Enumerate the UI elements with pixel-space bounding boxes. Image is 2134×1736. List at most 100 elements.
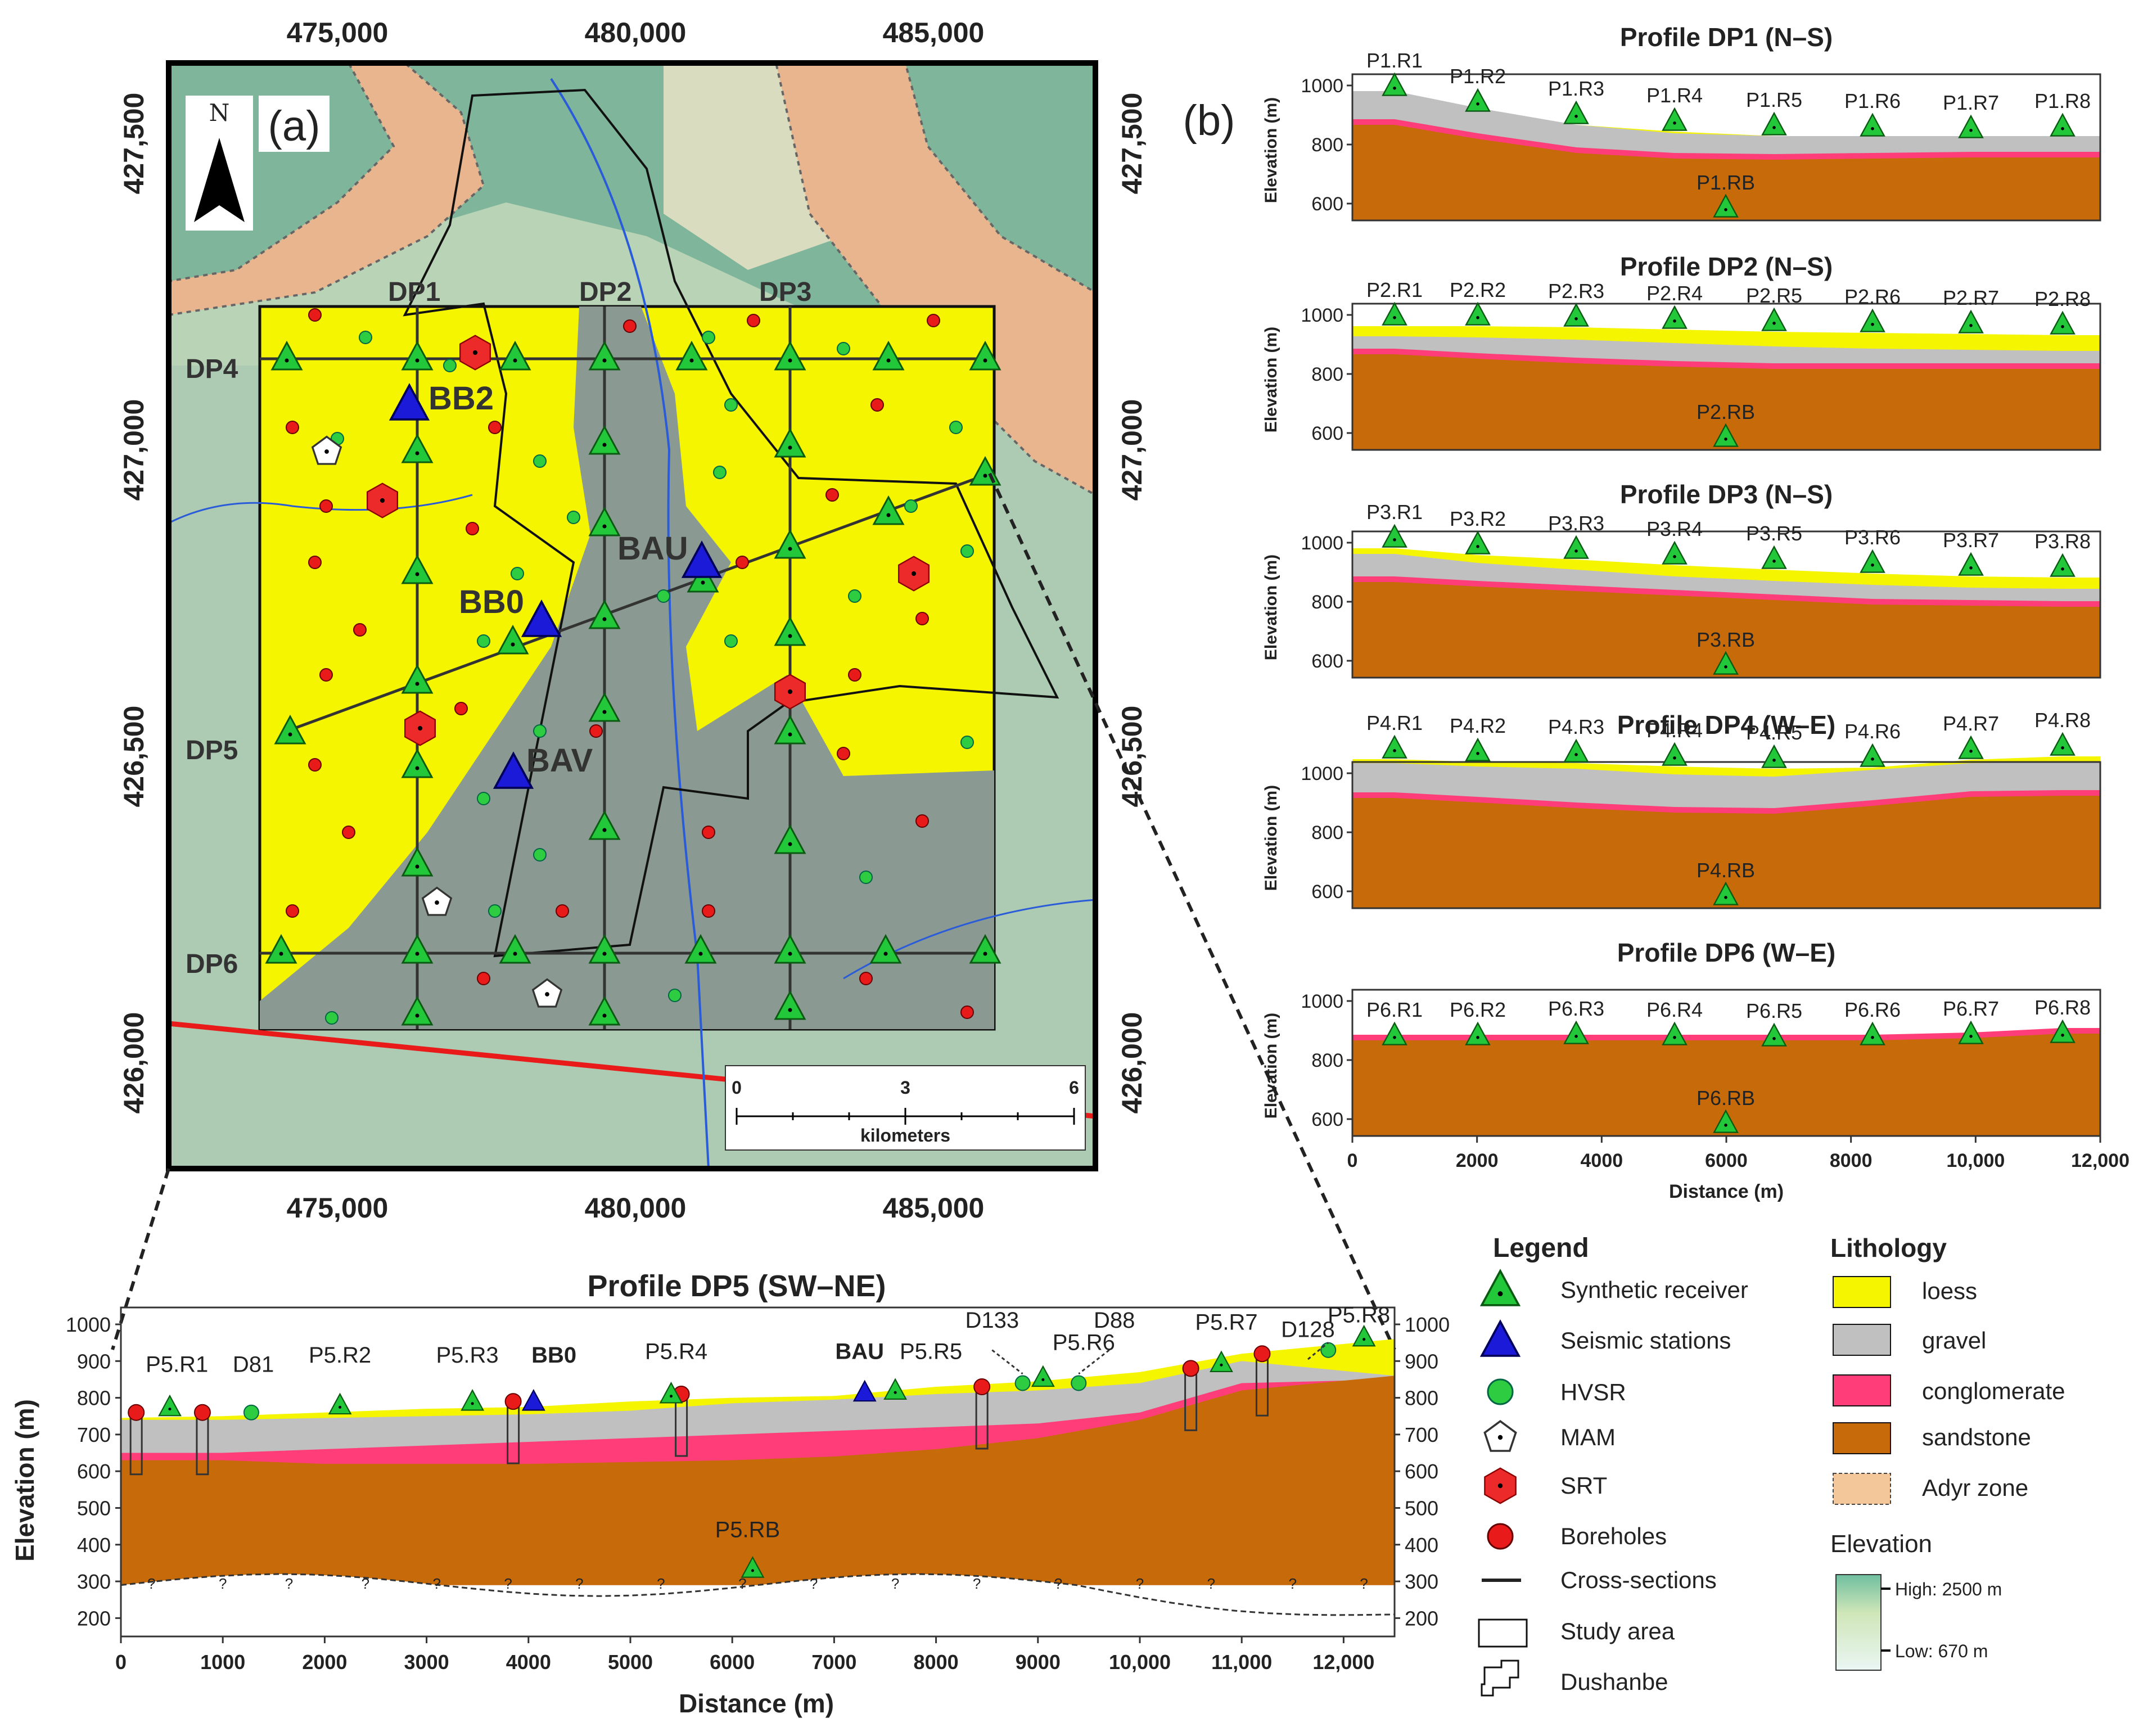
dp5-ytick-left: 200 (77, 1607, 111, 1630)
map-ytick-right-427500: 427,500 (1116, 93, 1148, 195)
dp5-borehole (193, 1404, 211, 1421)
station-label-bav: BAV (526, 742, 593, 779)
receiver-label: P3.R4 (1646, 517, 1703, 540)
adyr-zone-west (168, 62, 485, 317)
dp5-label: BAU (835, 1340, 884, 1364)
receiver-marker (1662, 107, 1688, 131)
receiver-marker (1860, 550, 1885, 573)
receiver-marker (2050, 732, 2076, 756)
receiver-label: P6.R4 (1646, 998, 1703, 1021)
dp5-xtick-label: 4000 (506, 1651, 551, 1674)
legend-mam-icon (1483, 1420, 1517, 1452)
rb-label: P1.RB (1697, 171, 1755, 194)
lithology-label-adyr: Adyr zone (1922, 1475, 2028, 1501)
legend-item-mam: MAM (1560, 1424, 1616, 1450)
receiver-label: P4.R4 (1646, 719, 1703, 742)
ylabel: Elevation (m) (1262, 554, 1280, 660)
ylabel: Elevation (m) (1262, 327, 1280, 432)
legend-item-stations: Seismic stations (1560, 1327, 1731, 1354)
cross-section-profiles: Profile DP1 (N–S) 1000 800 600 Elevation (m)… (1262, 22, 2130, 1202)
map-ytick-left-427000: 427,000 (118, 399, 150, 501)
legend-item-srt: SRT (1560, 1472, 1607, 1499)
receiver-marker (1958, 553, 1984, 576)
lithology-label-conglomerate: conglomerate (1922, 1378, 2065, 1404)
receiver-label: P2.R1 (1366, 278, 1423, 301)
map-xtick-bottom-475000: 475,000 (287, 1192, 389, 1224)
dp5-label: P5.R3 (436, 1343, 498, 1368)
ytick-label: 800 (1311, 1050, 1343, 1071)
lithology-swatch-conglomerate (1833, 1374, 1891, 1406)
dp5-ytick-right: 900 (1405, 1350, 1438, 1373)
dp5-xtick-label: 1000 (200, 1651, 245, 1674)
dp5-label: P5.R4 (645, 1340, 707, 1364)
layer-sandstone (1352, 582, 2100, 678)
dp5-unknown-mark: ? (810, 1575, 818, 1592)
dp5-hvsr (1320, 1342, 1337, 1358)
receiver-marker (1563, 1021, 1589, 1044)
map-xtick-top-480000: 480,000 (585, 17, 687, 48)
dp5-callout (991, 1349, 1023, 1375)
legend: Legend Synthetic receiver Seismic statio… (1478, 1233, 1748, 1697)
ylabel: Elevation (m) (1262, 97, 1280, 203)
xtick-label: 6000 (1705, 1150, 1748, 1171)
lithology-label-gravel: gravel (1922, 1327, 1986, 1354)
receiver-label: P3.R7 (1943, 529, 1999, 552)
dp5-unknown-mark: ? (147, 1575, 155, 1592)
receiver-marker (1563, 739, 1589, 763)
dp5-xtick-label: 7000 (811, 1651, 856, 1674)
receiver-label: P6.R7 (1943, 997, 1999, 1020)
ytick-label: 1000 (1301, 763, 1343, 784)
dp5-xtick-label: 3000 (404, 1651, 449, 1674)
receiver-marker (1761, 112, 1787, 136)
receiver-marker (1382, 303, 1407, 326)
layer-sandstone (1352, 125, 2100, 220)
river-west (168, 494, 473, 524)
receiver-marker (2050, 312, 2076, 335)
receiver-label: P3.R5 (1746, 522, 1802, 545)
elevation-high-label: High: 2500 m (1895, 1579, 2002, 1599)
lithology-swatch-sandstone (1833, 1422, 1891, 1454)
dp5-unknown-mark: ? (1054, 1575, 1062, 1592)
receiver-label: P2.R4 (1646, 282, 1703, 305)
dp5-label: BB0 (531, 1343, 576, 1368)
dp5-ytick-left: 900 (77, 1350, 111, 1373)
receiver-label: P1.R6 (1844, 89, 1901, 112)
xtick-label: 4000 (1581, 1150, 1623, 1171)
adyr-zone-east (774, 62, 1097, 497)
legend-borehole-icon (1487, 1523, 1514, 1550)
dp5-label: D81 (233, 1352, 274, 1377)
xtick-label: 2000 (1456, 1150, 1499, 1171)
ylabel: Elevation (m) (1262, 785, 1280, 891)
legend-item-hvsr: HVSR (1560, 1379, 1626, 1405)
receiver-marker (1563, 101, 1589, 124)
legend-study-area-icon (1478, 1618, 1528, 1648)
dp5-unknown-mark: ? (219, 1575, 227, 1592)
dp5-hvsr (1071, 1375, 1087, 1391)
dp5-xtick-label: 9000 (1016, 1651, 1061, 1674)
receiver-label: P2.R8 (2034, 287, 2091, 310)
map-xtick-bottom-485000: 485,000 (883, 1192, 985, 1224)
lithology-legend: Lithology loess gravel conglomerate sand… (1830, 1233, 2065, 1671)
receiver-marker (1465, 88, 1491, 112)
ylabel: Elevation (m) (1262, 1013, 1280, 1119)
ytick-label: 800 (1311, 134, 1343, 156)
receiver-label: P1.R1 (1366, 49, 1423, 72)
dp5-borehole (504, 1393, 522, 1410)
ytick-label: 1000 (1301, 533, 1343, 554)
legend-item-cross-sections: Cross-sections (1560, 1567, 1717, 1593)
dp5-unknown-mark: ? (1289, 1575, 1297, 1592)
scalebar-unit: kilometers (860, 1125, 950, 1146)
dp5-ytick-left: 300 (77, 1570, 111, 1593)
receiver-marker (1860, 1022, 1885, 1045)
dp5-base-line (120, 1573, 1395, 1616)
dp5-xtick-label: 6000 (710, 1651, 755, 1674)
dp5-label: D128 (1281, 1317, 1335, 1342)
rb-label: P4.RB (1697, 859, 1755, 882)
dp5-callout (1078, 1349, 1110, 1375)
receiver-label: P1.R3 (1548, 77, 1604, 100)
map-ytick-left-426500: 426,500 (118, 706, 150, 808)
receiver-label: P4.R1 (1366, 711, 1423, 734)
dp5-label: P5.RB (715, 1517, 780, 1542)
profile-title: Profile DP3 (N–S) (1620, 480, 1833, 509)
profile-frame (1351, 73, 2101, 222)
